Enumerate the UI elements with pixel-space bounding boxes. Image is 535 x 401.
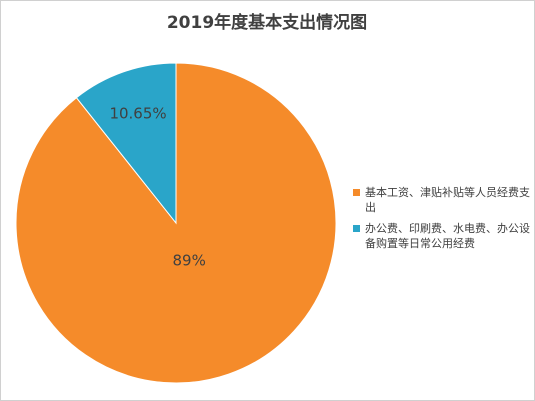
pie-slice — [75, 62, 177, 225]
chart-title: 2019年度基本支出情况图 — [167, 12, 367, 33]
legend-label: 基本工资、津贴补贴等人员经费支出 — [365, 186, 530, 214]
data-label: 10.65% — [109, 105, 166, 123]
legend-item: 办公费、印刷费、水电费、办公设备购置等日常公用经费 — [353, 221, 533, 251]
data-label: 89% — [173, 251, 206, 269]
legend-swatch — [353, 225, 360, 232]
legend-item: 基本工资、津贴补贴等人员经费支出 — [353, 185, 533, 215]
legend: 基本工资、津贴补贴等人员经费支出 办公费、印刷费、水电费、办公设备购置等日常公用经… — [353, 185, 533, 257]
legend-swatch — [353, 189, 360, 196]
legend-label: 办公费、印刷费、水电费、办公设备购置等日常公用经费 — [365, 222, 530, 250]
